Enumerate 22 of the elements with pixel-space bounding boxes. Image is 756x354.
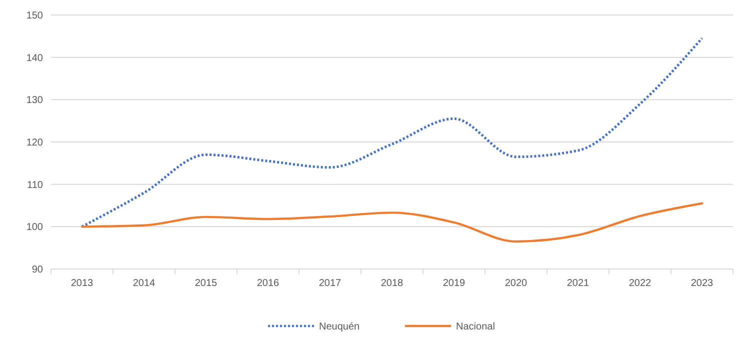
- x-tick-label: 2021: [566, 278, 590, 289]
- legend-label: Nacional: [456, 322, 495, 332]
- x-tick-label: 2020: [504, 278, 528, 289]
- legend-label: Neuquén: [319, 322, 360, 332]
- x-tick-label: 2013: [70, 278, 94, 289]
- y-tick-label: 110: [27, 180, 44, 191]
- x-tick-label: 2019: [442, 278, 466, 289]
- x-tick-label: 2022: [628, 278, 652, 289]
- y-tick-label: 130: [26, 95, 44, 106]
- x-tick-label: 2017: [318, 278, 342, 289]
- y-tick-label: 140: [26, 52, 44, 64]
- line-series: [80, 202, 704, 243]
- y-tick-label: 150: [26, 10, 44, 22]
- y-tick-label: 100: [26, 222, 44, 234]
- x-tick-label: 2015: [194, 278, 218, 289]
- x-tick-label: 2023: [690, 278, 714, 289]
- x-tick-label: 2018: [380, 278, 404, 289]
- x-tick-label: 2014: [132, 278, 156, 289]
- line-series: [80, 37, 704, 228]
- y-tick-label: 120: [26, 138, 44, 148]
- y-tick-label: 90: [32, 264, 44, 276]
- x-tick-label: 2016: [256, 278, 280, 289]
